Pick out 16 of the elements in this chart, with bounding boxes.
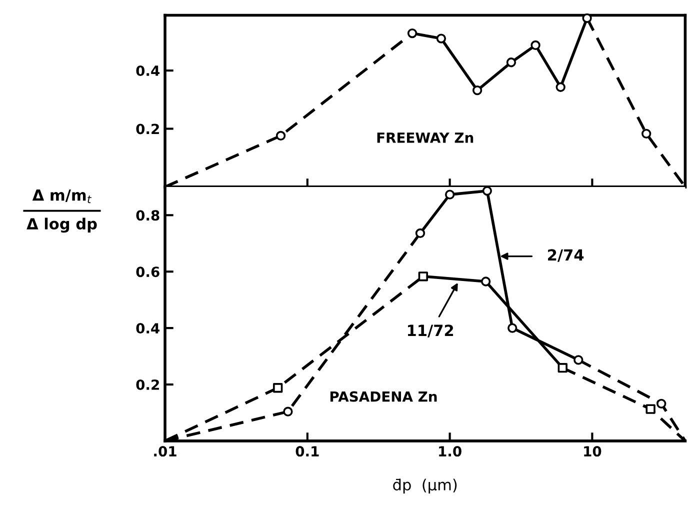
text: Δ m/m$_{t}$ Δ log dp: [26, 189, 97, 233]
annotation: 11/72: [408, 324, 454, 338]
y-tick-label: 0.8: [136, 210, 160, 221]
x-tick-label: .01: [154, 446, 176, 457]
y-tick-label: 0.6: [136, 266, 160, 278]
annotation: PASADENA Zn: [330, 391, 437, 402]
annotation: 2/74: [548, 249, 584, 262]
y-tick-label: 0.2: [136, 379, 159, 390]
y-tick-label: 0.4: [136, 323, 160, 334]
x-axis-title: d̄p (μm): [393, 478, 457, 494]
x-tick-label: 1.0: [439, 446, 462, 457]
x-tick-label: 10: [584, 446, 602, 457]
annotation: FREEWAY Zn: [377, 132, 474, 143]
y-tick-label: 0.2: [136, 124, 159, 134]
x-tick-label: 0.1: [296, 446, 319, 457]
y-tick-label: 0.4: [136, 66, 160, 76]
